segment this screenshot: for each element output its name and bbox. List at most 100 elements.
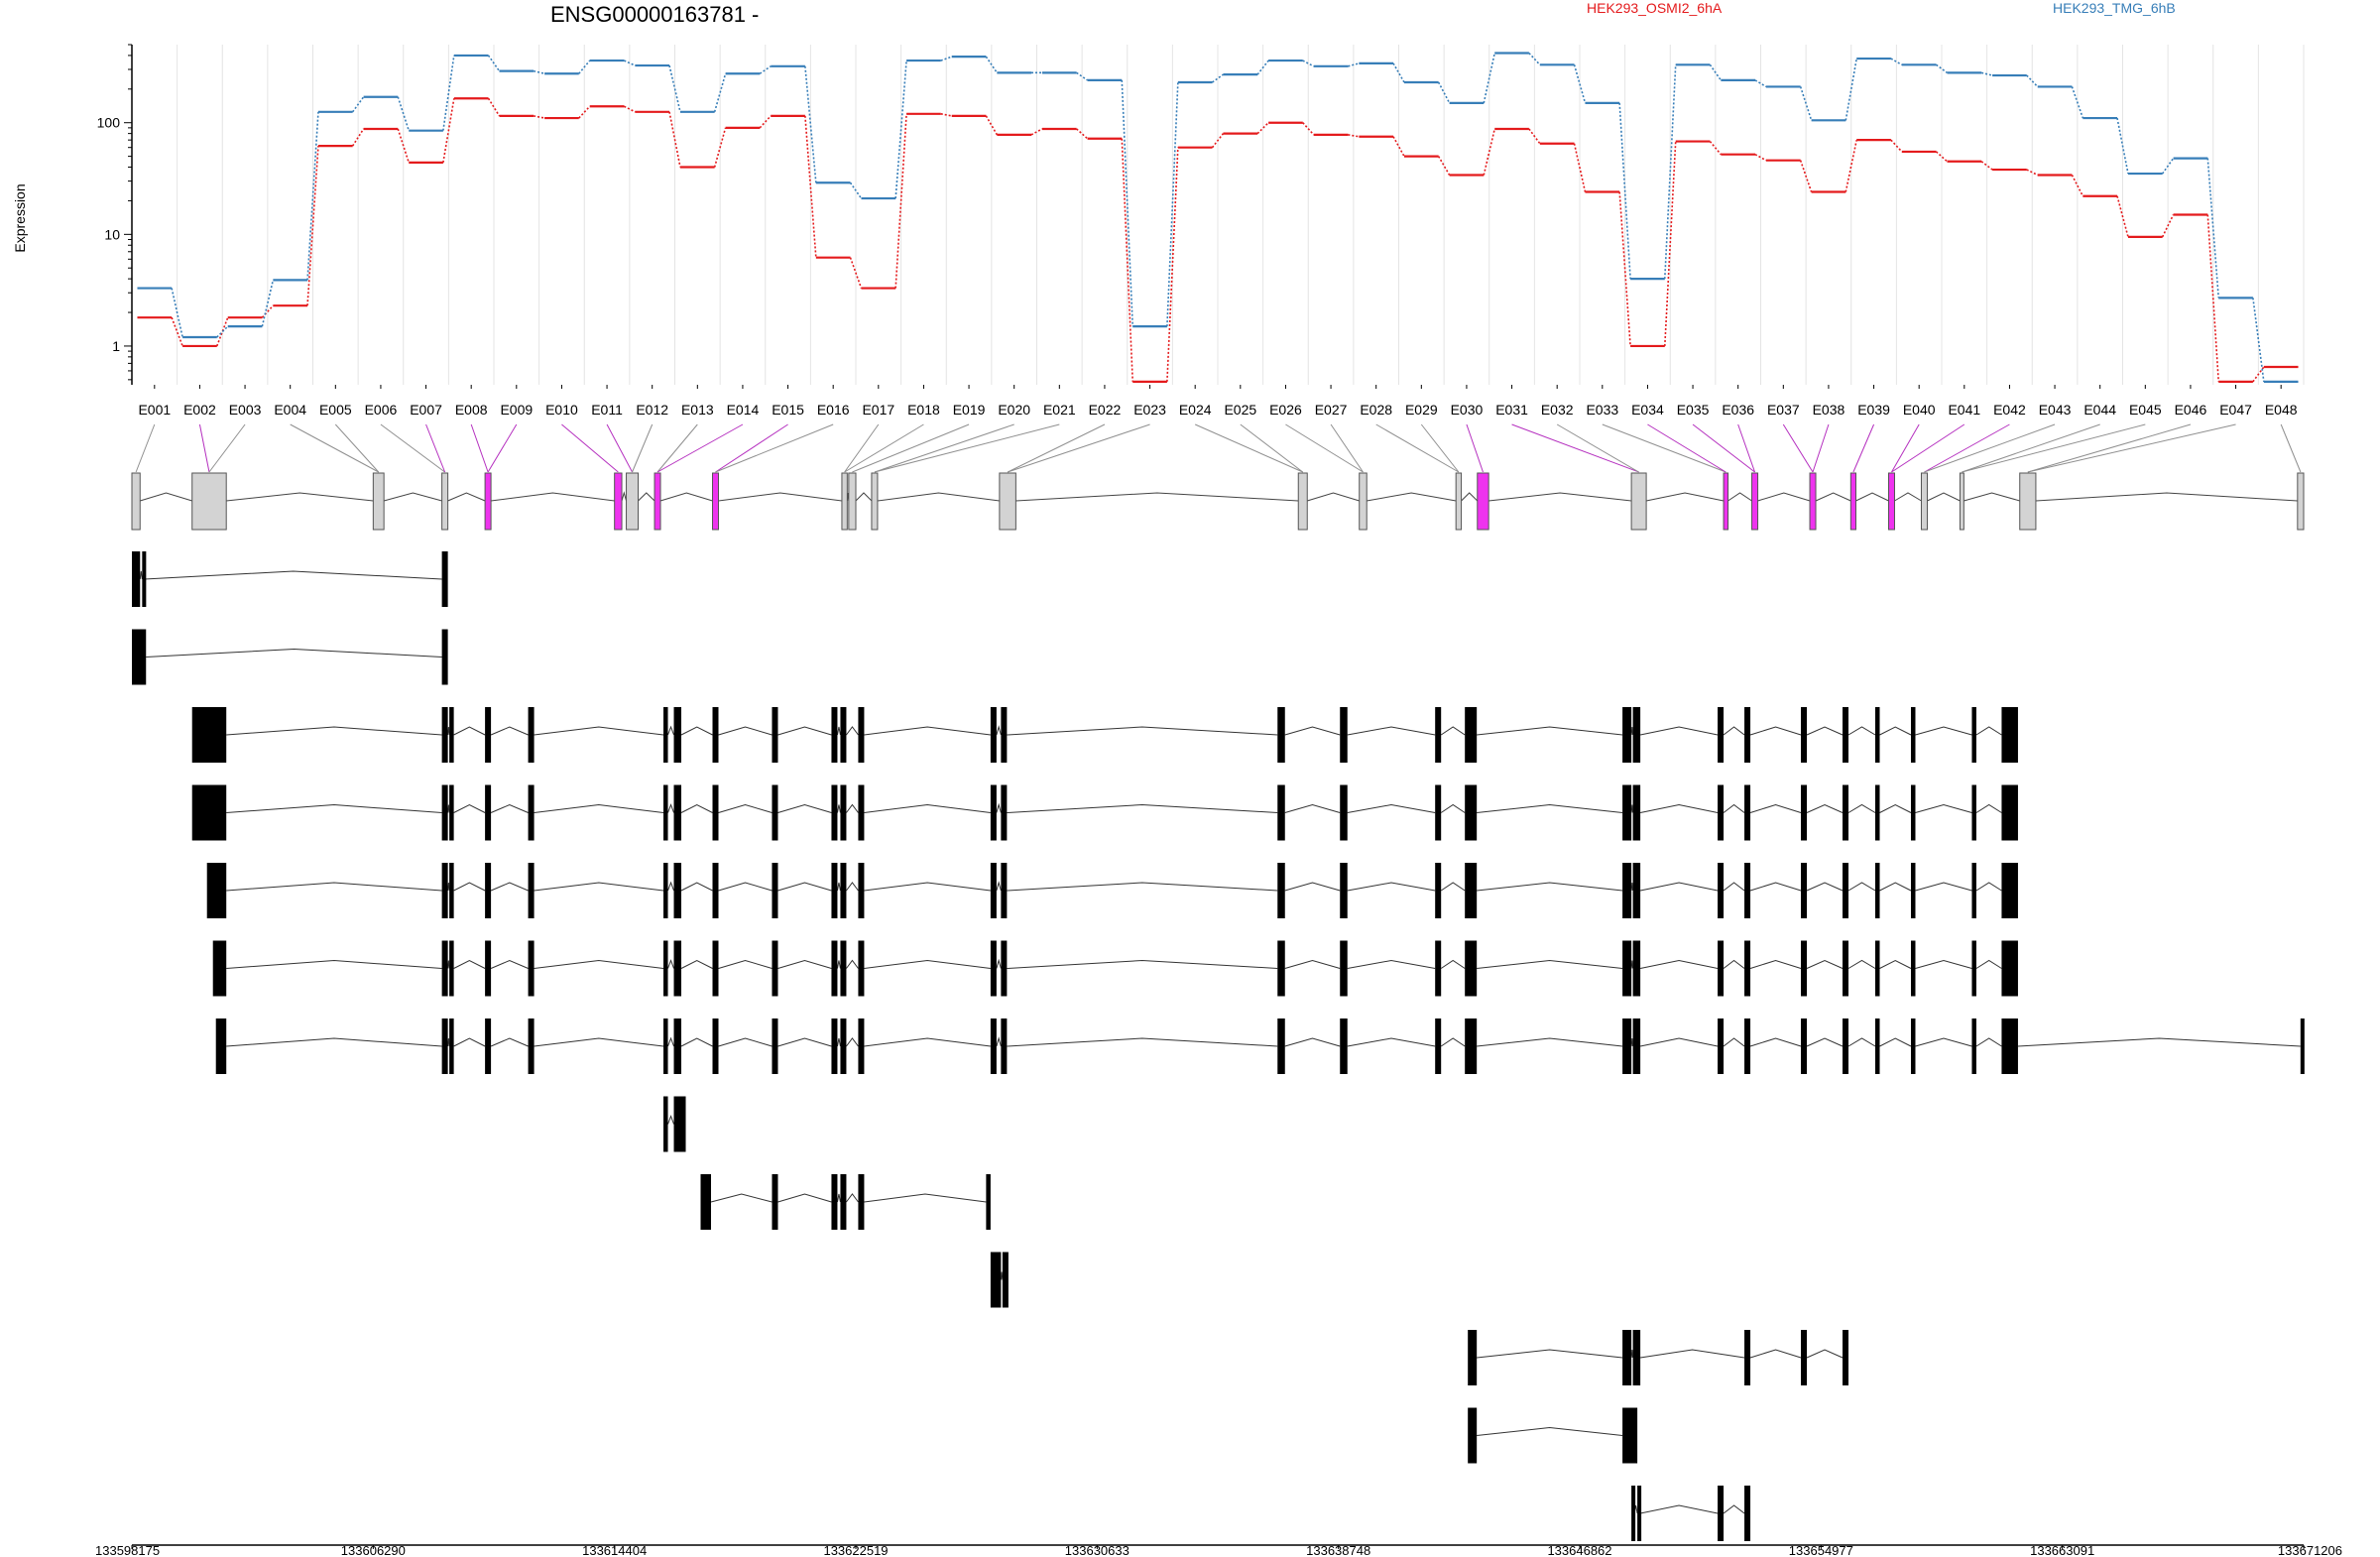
- series-connector: [1076, 128, 1089, 140]
- transcript-intron: [1630, 726, 1634, 736]
- coord-tick-label: 133614404: [582, 1543, 647, 1557]
- transcript-exon: [663, 1018, 668, 1074]
- transcript-intron: [836, 804, 841, 813]
- exon-connector: [715, 423, 834, 473]
- transcript-exon: [673, 784, 682, 841]
- transcript-intron: [1806, 726, 1844, 736]
- transcript-exon: [1622, 940, 1632, 997]
- transcript-intron: [846, 882, 859, 892]
- intron-line: [1461, 492, 1479, 502]
- transcript-exon: [1435, 784, 1442, 841]
- intron-line: [2035, 492, 2298, 502]
- transcript-intron: [1347, 882, 1436, 892]
- transcript-7: [215, 1018, 2305, 1074]
- series-connector: [713, 127, 727, 168]
- exon-label: E034: [1631, 402, 1664, 418]
- exon-label: E011: [591, 402, 623, 418]
- series-connector: [1663, 141, 1677, 346]
- transcript-exon: [772, 940, 778, 997]
- transcript-exon: [449, 707, 454, 763]
- exon-box: [1887, 472, 1895, 531]
- transcript-intron: [1440, 882, 1466, 892]
- transcript-6: [212, 940, 2018, 997]
- transcript-intron: [1630, 882, 1634, 892]
- transcript-intron: [1640, 803, 1719, 813]
- transcript-intron: [777, 1037, 832, 1047]
- transcript-exon: [1801, 1018, 1808, 1074]
- transcript-exon: [1632, 784, 1641, 841]
- exon-label: E019: [953, 402, 986, 418]
- exon-label: E039: [1857, 402, 1890, 418]
- transcript-exon: [441, 863, 448, 918]
- intron-line: [1894, 492, 1922, 502]
- exon-box: [1959, 472, 1964, 531]
- transcript-exon: [1718, 784, 1725, 841]
- transcript-intron: [777, 959, 832, 969]
- intron-line: [491, 492, 615, 502]
- transcript-exon: [831, 863, 838, 918]
- transcript-intron: [1630, 960, 1634, 969]
- transcript-exon: [485, 863, 492, 918]
- series-connector: [1618, 102, 1631, 280]
- exon-label: E026: [1269, 402, 1302, 418]
- series-connector: [487, 97, 501, 117]
- transcript-exon: [990, 940, 997, 997]
- transcript-intron: [710, 1193, 773, 1203]
- exon-label: E036: [1722, 402, 1754, 418]
- transcript-exon: [1875, 1018, 1880, 1074]
- transcript-intron: [996, 725, 1002, 736]
- exon-label: E021: [1043, 402, 1076, 418]
- transcript-intron: [1915, 882, 1972, 892]
- legend-entry-series-2: HEK293_TMG_6hB: [2053, 0, 2176, 16]
- exon-label: E020: [998, 402, 1030, 418]
- transcript-exon: [986, 1174, 991, 1230]
- exon-box: [2019, 472, 2037, 531]
- transcript-intron: [453, 803, 486, 813]
- series-connector: [1483, 53, 1496, 104]
- transcript-8: [663, 1096, 686, 1152]
- coord-tick-label: 133654977: [1789, 1543, 1853, 1557]
- exon-label: E005: [319, 402, 352, 418]
- exon-label: E033: [1586, 402, 1618, 418]
- intron-line: [140, 492, 192, 502]
- exon-label: E040: [1903, 402, 1936, 418]
- transcript-exon: [1001, 1018, 1008, 1074]
- transcript-exon: [1843, 1018, 1849, 1074]
- exon-connector: [1194, 423, 1303, 473]
- transcript-intron: [1640, 959, 1719, 969]
- exon-connector: [334, 423, 380, 473]
- transcript-exon: [441, 940, 448, 997]
- transcript-exon: [858, 1018, 865, 1074]
- transcript-exon: [485, 940, 492, 997]
- transcript-intron: [1440, 959, 1466, 969]
- exon-box: [712, 472, 719, 531]
- transcript-exon: [1971, 863, 1976, 918]
- series-connector: [352, 96, 365, 113]
- transcript-intron: [667, 881, 674, 892]
- intron-line: [1307, 492, 1360, 502]
- exon-connector: [487, 423, 518, 473]
- transcript-exon: [772, 1174, 778, 1230]
- transcript-intron: [1915, 959, 1972, 969]
- transcript-exon: [840, 784, 847, 841]
- exon-label: E010: [545, 402, 578, 418]
- transcript-intron: [718, 959, 773, 969]
- transcript-exon: [700, 1174, 712, 1230]
- series-connector: [759, 115, 772, 129]
- transcript-exon: [663, 940, 668, 997]
- transcript-intron: [836, 726, 841, 736]
- y-tick-label: 10: [104, 226, 120, 242]
- genomic-coordinate-axis: 133598175 133606290 133614404 133622519 1336…: [95, 1543, 2342, 1557]
- transcript-intron: [846, 803, 859, 813]
- series-connector: [1573, 64, 1587, 104]
- transcript-intron: [534, 882, 664, 892]
- transcript-exon: [1622, 1407, 1638, 1464]
- series-connector: [351, 128, 365, 147]
- transcript-intron: [1477, 1426, 1623, 1436]
- series-connector: [171, 316, 183, 347]
- transcript-exon: [1843, 1330, 1849, 1385]
- transcript-exon: [1435, 863, 1442, 918]
- transcript-exon: [1631, 1486, 1636, 1541]
- series-connector: [894, 60, 907, 199]
- transcript-exon: [1001, 707, 1008, 763]
